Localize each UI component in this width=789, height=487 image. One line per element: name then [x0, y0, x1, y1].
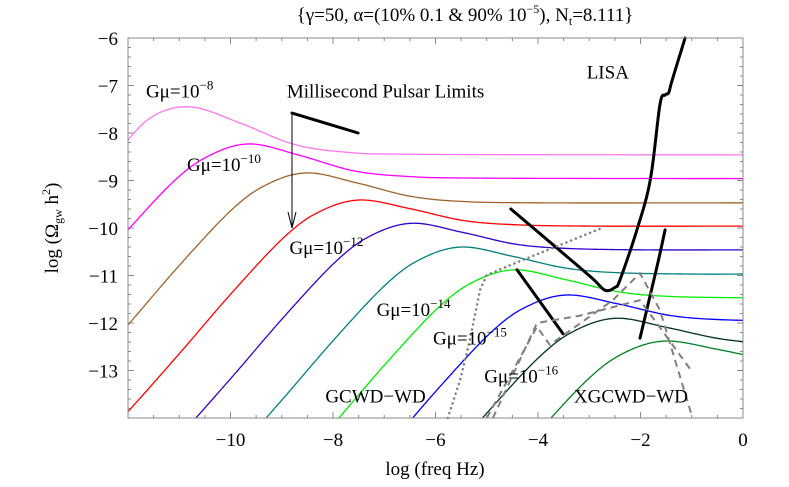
- y-tick-label: −9: [98, 172, 118, 193]
- plot-frame: [127, 37, 744, 419]
- series-line-2: [127, 143, 744, 231]
- series-line-9: [481, 317, 744, 419]
- annotation-label: Millisecond Pulsar Limits: [287, 81, 484, 102]
- chart-title: {γ=50, α=(10% 0.1 & 90% 10−5), Nt=8.111}: [297, 2, 634, 28]
- y-axis-label: log (Ωgw h2): [39, 183, 65, 274]
- x-tick-label: −4: [528, 430, 549, 451]
- lisa-curve: [509, 36, 687, 293]
- xgcwd-wd-curve: [491, 299, 694, 419]
- series-line-5: [195, 222, 743, 419]
- arrow-head-icon: [287, 211, 297, 229]
- x-tick-label: −8: [323, 430, 343, 451]
- series-line-3: [127, 172, 743, 326]
- x-tick-label: 0: [738, 430, 748, 451]
- x-tick-label: −6: [425, 430, 445, 451]
- series-line-10: [550, 340, 744, 419]
- series-line-1: [127, 106, 744, 156]
- x-tick-label: −10: [216, 430, 246, 451]
- y-tick-label: −12: [88, 314, 118, 335]
- annotation-label: XGCWD−WD: [574, 386, 688, 407]
- x-tick-label: −2: [630, 430, 650, 451]
- y-tick-label: −8: [98, 124, 118, 145]
- y-tick-label: −11: [89, 267, 118, 288]
- annotation-label: GCWD−WD: [325, 386, 425, 407]
- annotation-label: Gμ=10−8: [146, 77, 213, 102]
- plot-area: [127, 36, 744, 420]
- annotation-label: Gμ=10−10: [187, 151, 261, 176]
- y-tick-label: −13: [88, 362, 118, 383]
- pulsar-limit-curve: [290, 111, 360, 135]
- y-tick-label: −6: [98, 29, 118, 50]
- annotation-label: LISA: [587, 62, 630, 83]
- segment-curve: [638, 228, 667, 340]
- series-line-8: [412, 294, 744, 419]
- y-tick-label: −10: [88, 219, 118, 240]
- segment-curve: [515, 268, 565, 336]
- y-tick-label: −7: [98, 77, 118, 98]
- annotation-label: Gμ=10−12: [289, 234, 363, 259]
- annotations: Gμ=10−8 Millisecond Pulsar Limits LISA Gμ=1…: [146, 62, 688, 407]
- series-line-4: [127, 199, 743, 413]
- axis-ticks: −10 −8 −6 −4 −2 0 −6 −7 −8 −9 −10 −11 −12 −13: [88, 29, 747, 451]
- series-line-7: [338, 269, 744, 419]
- x-axis-label: log (freq Hz): [385, 459, 484, 480]
- annotation-label: Gμ=10−15: [433, 324, 507, 349]
- annotation-label: Gμ=10−16: [484, 362, 558, 387]
- series-line-6: [265, 246, 743, 419]
- annotation-label: Gμ=10−14: [377, 296, 451, 321]
- gcwd-wd-curve: [446, 226, 604, 420]
